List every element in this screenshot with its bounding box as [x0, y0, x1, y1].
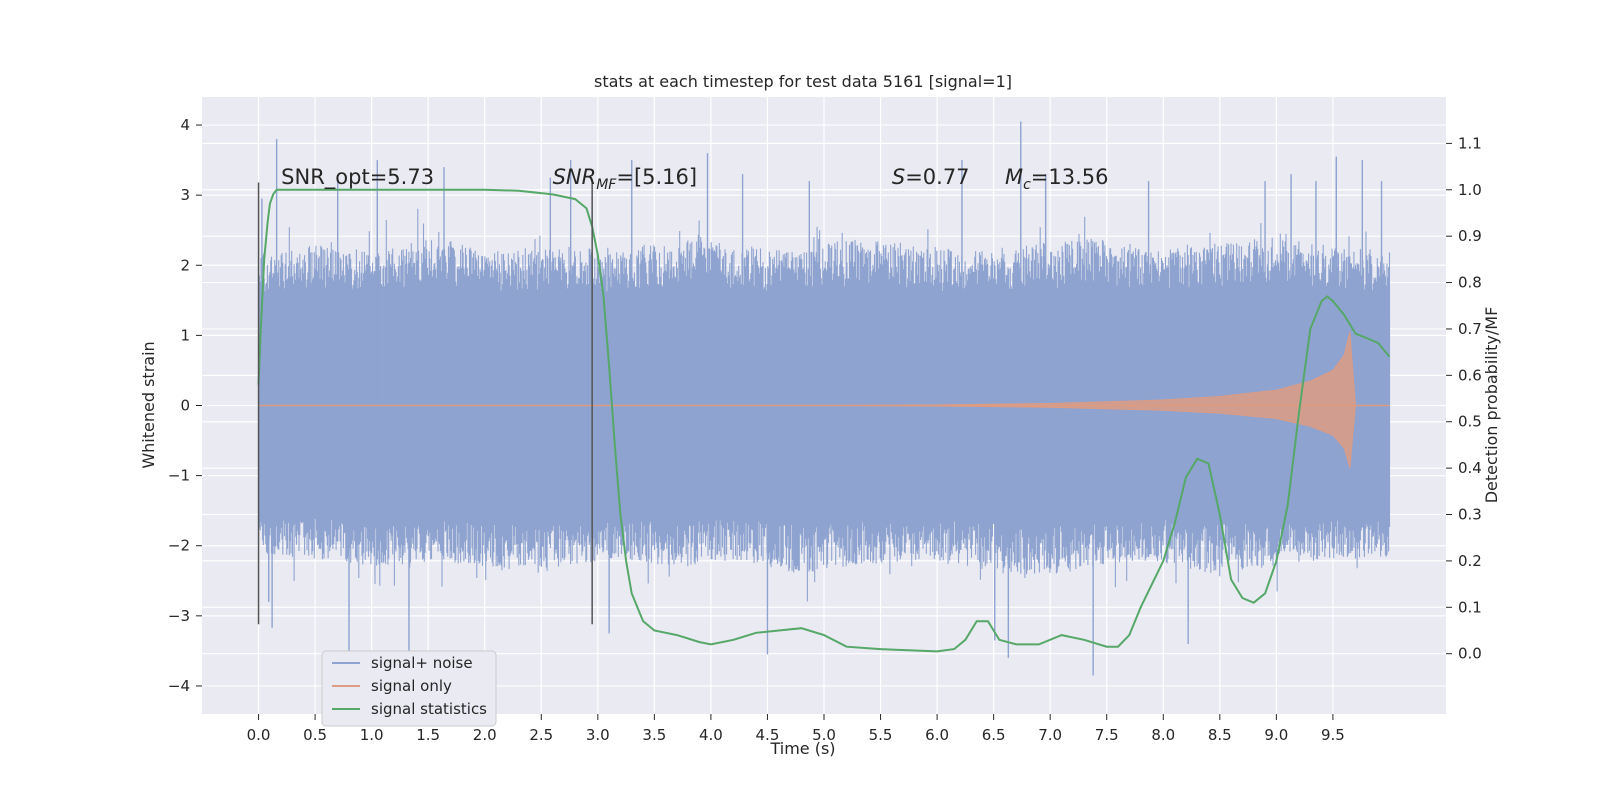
- series-signal-statistics: [257, 188, 1391, 653]
- annotation-1: SNRMF=[5.16]: [553, 165, 698, 193]
- x-tick-label-16: 8.0: [1151, 726, 1175, 744]
- x-tick-label-9: 4.5: [756, 726, 780, 744]
- axes: 0.0 0.5 1.0 1.5 2.0 2.5 3.0 3.5 4.0 4.5 5.0 5.5 6.0 6…: [168, 116, 1482, 744]
- x-tick-label-17: 8.5: [1208, 726, 1232, 744]
- y2-tick-label-9: 0.2: [1458, 552, 1482, 570]
- y-tick-label-0: 4: [180, 116, 190, 134]
- y2-tick-label-8: 0.3: [1458, 506, 1482, 524]
- annotations: SNR_opt=5.73 SNRMF=[5.16] S=0.77 Mc=13.56: [281, 165, 1108, 193]
- x-tick-label-19: 9.5: [1321, 726, 1345, 744]
- x-tick-label-0: 0.0: [247, 726, 271, 744]
- x-tick-label-10: 5.0: [812, 726, 836, 744]
- legend-box: [321, 650, 497, 727]
- x-tick-label-6: 3.0: [586, 726, 610, 744]
- x-tick-label-14: 7.0: [1038, 726, 1062, 744]
- x-tick-label-5: 2.5: [529, 726, 553, 744]
- x-tick-label-8: 4.0: [699, 726, 723, 744]
- annotation-3: Mc=13.56: [1005, 165, 1109, 193]
- y-tick-label-4: 0: [180, 397, 190, 415]
- legend-label-signal-statistics: signal statistics: [371, 700, 487, 718]
- y-tick-label-1: 3: [180, 186, 190, 204]
- chart-title: stats at each timestep for test data 516…: [594, 72, 1012, 91]
- annotation-2: S=0.77: [892, 165, 970, 189]
- annotation-0: SNR_opt=5.73: [281, 165, 434, 190]
- y-tick-label-3: 1: [180, 326, 190, 344]
- x-tick-label-3: 1.5: [416, 726, 440, 744]
- x-tick-label-12: 6.0: [925, 726, 949, 744]
- y2-tick-label-11: 0.0: [1458, 645, 1482, 663]
- x-tick-label-11: 5.5: [869, 726, 893, 744]
- vertical-markers: [257, 182, 593, 625]
- y-axis-label: Whitened strain: [139, 341, 158, 468]
- series-signal-only: [258, 331, 1390, 469]
- y2-tick-label-6: 0.5: [1458, 413, 1482, 431]
- x-tick-label-18: 9.0: [1264, 726, 1288, 744]
- y2-tick-label-1: 1.0: [1458, 181, 1482, 199]
- y2-tick-label-3: 0.8: [1458, 274, 1482, 292]
- y-tick-label-5: −1: [168, 467, 190, 485]
- x-tick-label-4: 2.0: [473, 726, 497, 744]
- x-tick-label-7: 3.5: [642, 726, 666, 744]
- y2-tick-label-0: 1.1: [1458, 134, 1482, 152]
- x-tick-label-1: 0.5: [303, 726, 327, 744]
- signal-only-envelope: [258, 331, 1390, 469]
- legend-label-signal-noise: signal+ noise: [371, 654, 473, 672]
- y2-tick-label-2: 0.9: [1458, 227, 1482, 245]
- y2-tick-label-5: 0.6: [1458, 366, 1482, 384]
- series-layer: [257, 121, 1391, 676]
- y-tick-label-7: −3: [168, 607, 190, 625]
- x-tick-label-2: 1.0: [360, 726, 384, 744]
- x-tick-label-15: 7.5: [1095, 726, 1119, 744]
- y2-tick-label-10: 0.1: [1458, 598, 1482, 616]
- legend-label-signal-only: signal only: [371, 677, 452, 695]
- y-tick-label-8: −4: [168, 677, 190, 695]
- legend: signal+ noise signal only signal statist…: [321, 650, 497, 727]
- y2-tick-label-4: 0.7: [1458, 320, 1482, 338]
- y2-tick-label-7: 0.4: [1458, 459, 1482, 477]
- y-tick-label-2: 2: [180, 256, 190, 274]
- x-tick-label-13: 6.5: [982, 726, 1006, 744]
- y2-axis-label: Detection probability/MF: [1482, 307, 1501, 504]
- x-axis-label: Time (s): [769, 739, 835, 758]
- y-tick-label-6: −2: [168, 537, 190, 555]
